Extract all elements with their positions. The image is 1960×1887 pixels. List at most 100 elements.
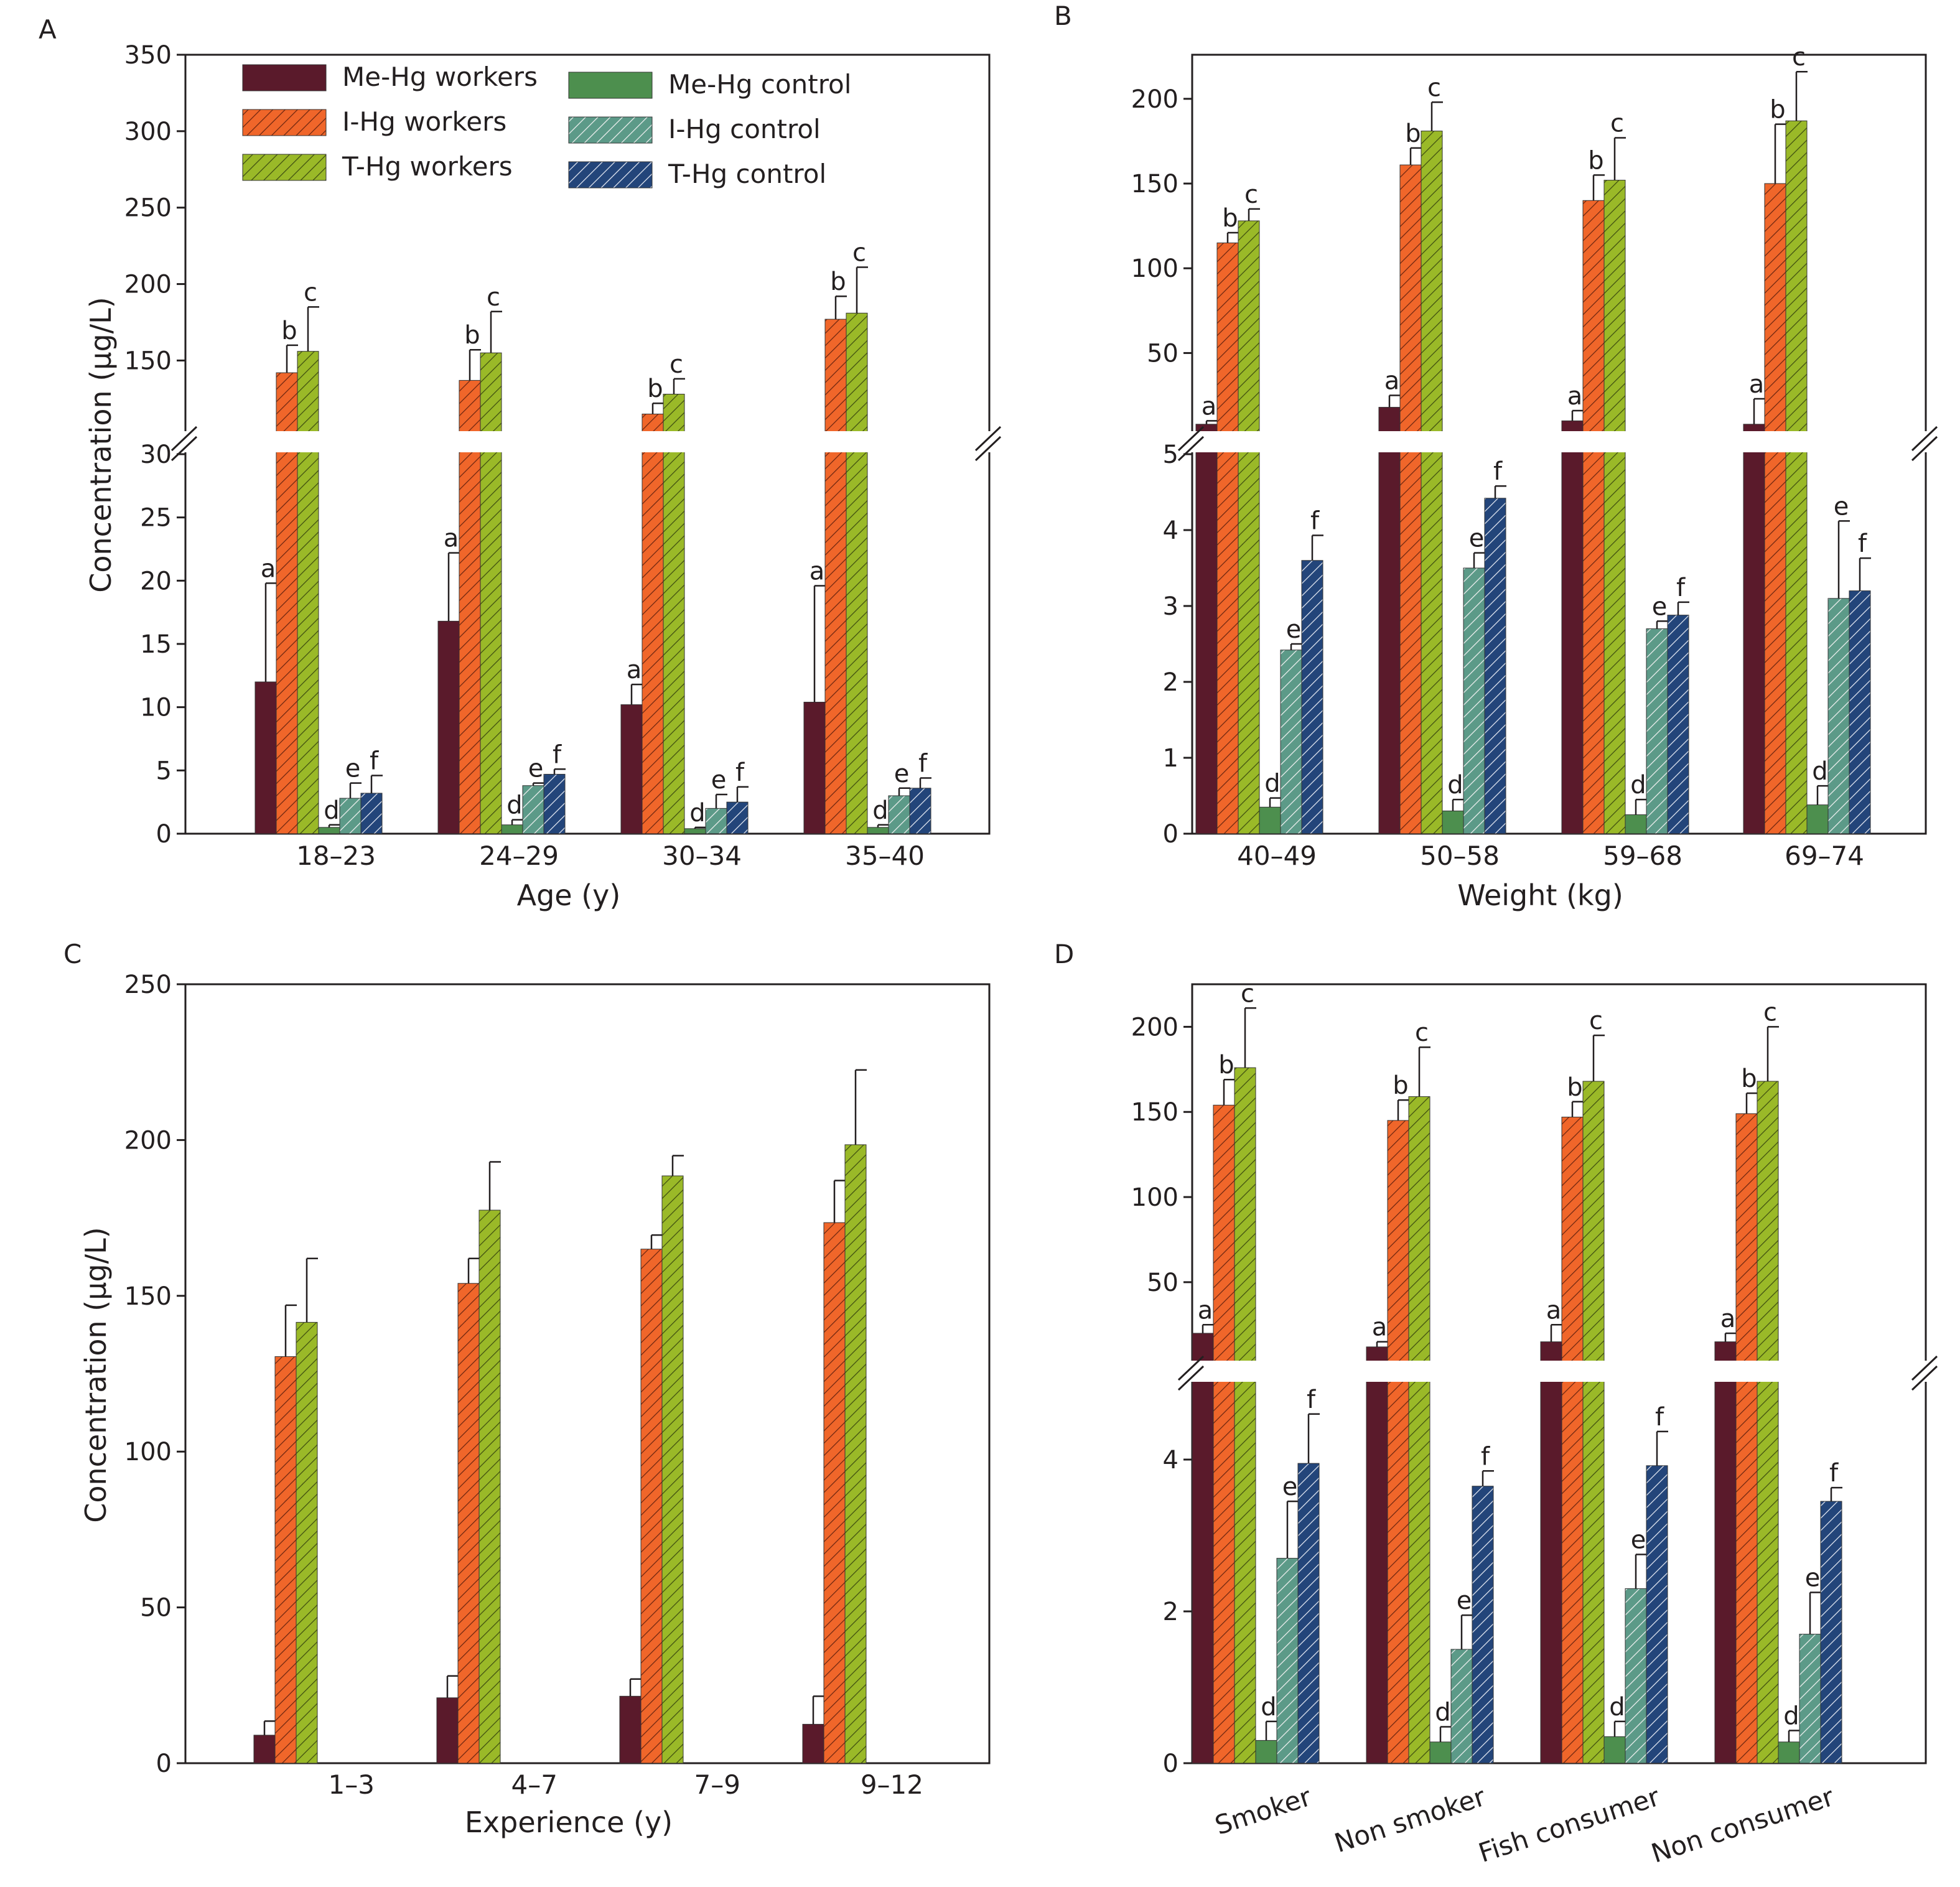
- axis-break-gap: [1191, 1361, 1927, 1382]
- y-tick-label: 20: [140, 567, 172, 595]
- significance-label: f: [918, 750, 928, 778]
- significance-label: b: [1393, 1071, 1408, 1100]
- y-tick-label: 50: [1147, 1269, 1178, 1297]
- bar-me-workers: [1743, 424, 1765, 834]
- y-tick-label: 200: [1131, 85, 1178, 114]
- y-tick-label: 10: [140, 694, 172, 722]
- axis-break-mark: [1177, 436, 1205, 462]
- bar-t-workers: [1421, 131, 1443, 834]
- significance-label: b: [1741, 1065, 1757, 1093]
- significance-label: b: [464, 321, 480, 350]
- bar-i-control: [1827, 598, 1850, 834]
- bar-me-workers: [1192, 1333, 1214, 1764]
- significance-label: d: [1264, 770, 1280, 798]
- significance-label: b: [281, 317, 297, 345]
- significance-label: e: [1469, 524, 1485, 553]
- significance-label: d: [1261, 1693, 1276, 1722]
- bar-me-workers: [1714, 1341, 1737, 1764]
- significance-label: d: [1435, 1698, 1450, 1726]
- significance-label: e: [1805, 1564, 1821, 1593]
- plot-frame: [184, 983, 991, 1764]
- legend-label: Me-Hg workers: [342, 62, 538, 92]
- legend-swatch-t-workers: [242, 154, 327, 181]
- bar-i-control: [1276, 1558, 1299, 1764]
- significance-label: a: [1567, 382, 1583, 411]
- bar-t-control: [1820, 1501, 1842, 1764]
- y-tick-label: 50: [1147, 339, 1178, 368]
- x-category-label: 59–68: [1603, 841, 1682, 871]
- bar-me-workers: [619, 1695, 642, 1764]
- y-tick-label: 0: [1163, 1750, 1178, 1778]
- bar-me-control: [1806, 804, 1829, 834]
- axis-break-mark: [1911, 426, 1938, 452]
- y-tick-label: 200: [124, 1126, 172, 1155]
- axis-break-mark: [170, 436, 198, 462]
- axis-break-mark: [1911, 436, 1938, 462]
- axis-break-mark: [1911, 1365, 1938, 1391]
- x-category-label: Smoker: [1211, 1781, 1315, 1841]
- bar-t-workers: [1785, 120, 1808, 834]
- bar-t-workers: [296, 1321, 318, 1764]
- y-tick-label: 30: [140, 440, 172, 469]
- x-category-label: 35–40: [845, 841, 925, 871]
- bar-i-control: [1625, 1588, 1647, 1764]
- significance-label: e: [1652, 592, 1668, 621]
- y-tick-label: 4: [1163, 516, 1178, 545]
- bar-t-control: [360, 793, 383, 834]
- bar-me-control: [1255, 1740, 1277, 1764]
- significance-label: c: [487, 283, 500, 312]
- axis-break-mark: [1177, 1365, 1205, 1391]
- y-tick-label: 150: [124, 347, 172, 375]
- bar-t-control: [1646, 1465, 1668, 1764]
- bar-t-workers: [1238, 220, 1260, 834]
- significance-label: a: [1749, 370, 1765, 399]
- significance-label: a: [810, 557, 825, 585]
- bar-t-workers: [480, 352, 502, 834]
- panel-letter: B: [1054, 1, 1072, 31]
- x-category-label: 24–29: [479, 841, 559, 871]
- bar-t-control: [1472, 1486, 1494, 1764]
- bar-t-control: [726, 801, 749, 834]
- significance-label: f: [1655, 1403, 1664, 1432]
- bar-i-control: [339, 798, 362, 834]
- bar-t-workers: [1757, 1081, 1779, 1764]
- y-tick-label: 0: [156, 1750, 172, 1778]
- axis-break-mark: [1177, 1355, 1205, 1381]
- significance-label: d: [689, 799, 705, 827]
- significance-label: a: [1720, 1305, 1736, 1333]
- y-tick-label: 25: [140, 504, 172, 533]
- axis-break-gap: [184, 431, 991, 452]
- significance-label: b: [1222, 204, 1238, 233]
- bar-i-workers: [640, 1249, 663, 1764]
- bar-i-workers: [1735, 1113, 1758, 1764]
- y-tick-label: 50: [140, 1594, 172, 1623]
- x-category-label: Non consumer: [1648, 1781, 1838, 1869]
- y-tick-label: 5: [1163, 440, 1178, 469]
- bar-t-control: [1297, 1463, 1320, 1764]
- significance-label: a: [1198, 1296, 1213, 1325]
- legend: Me-Hg workers I-Hg workers T-Hg workers Me-…: [242, 62, 851, 189]
- x-category-label: 7–9: [694, 1769, 740, 1800]
- y-tick-label: 3: [1163, 592, 1178, 621]
- y-tick-label: 150: [1131, 170, 1178, 198]
- bar-t-control: [909, 788, 931, 834]
- bar-t-workers: [478, 1209, 501, 1764]
- legend-label: T-Hg workers: [342, 151, 513, 182]
- significance-label: b: [1567, 1073, 1582, 1102]
- bar-t-control: [1484, 498, 1506, 834]
- bar-me-workers: [253, 1735, 276, 1764]
- panel-letter: C: [63, 939, 82, 969]
- significance-label: c: [1763, 998, 1777, 1027]
- x-category-label: 30–34: [662, 841, 742, 871]
- significance-label: d: [324, 796, 339, 825]
- significance-label: c: [1589, 1007, 1603, 1035]
- y-tick-label: 4: [1163, 1446, 1178, 1475]
- x-axis-title: Experience (y): [465, 1805, 673, 1839]
- bar-me-control: [1259, 806, 1281, 834]
- significance-label: d: [872, 796, 888, 825]
- y-tick-label: 2: [1163, 1598, 1178, 1626]
- significance-label: c: [1610, 109, 1624, 137]
- significance-label: e: [894, 760, 910, 788]
